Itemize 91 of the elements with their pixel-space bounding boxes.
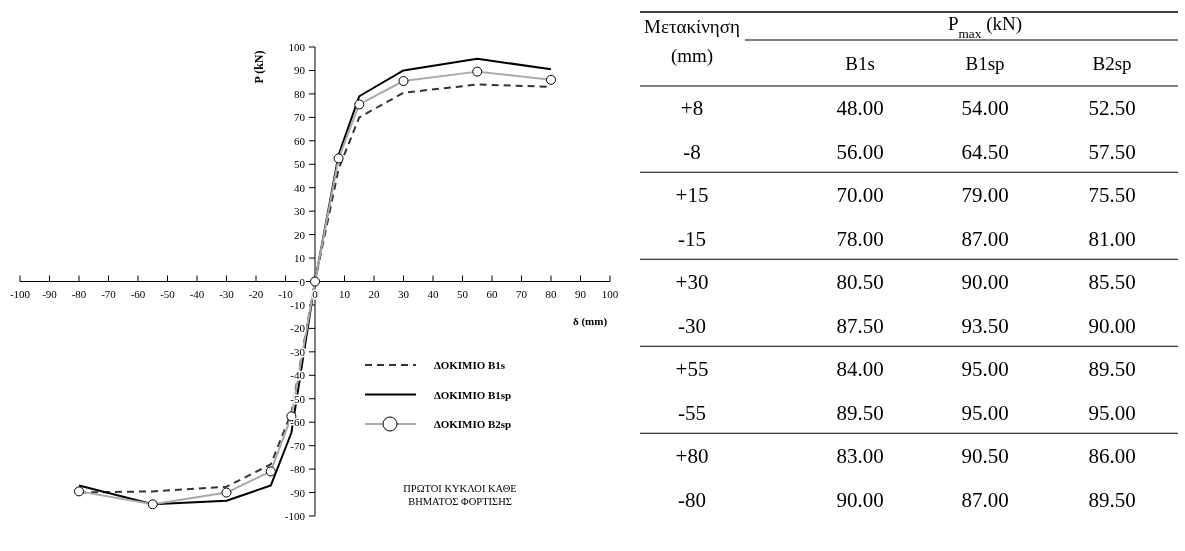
data-label: 90.00 — [836, 487, 884, 512]
category-label: +8 — [680, 96, 704, 120]
x-tick-label: -30 — [219, 287, 235, 300]
x-axis-title: δ (mm) — [572, 314, 608, 328]
x-tick-label: 20 — [368, 287, 380, 300]
data-label: 52.50 — [1088, 96, 1136, 120]
data-label: 87.00 — [961, 487, 1009, 512]
data-label: 84.00 — [836, 357, 884, 381]
data-label: 54.00 — [961, 96, 1009, 120]
legend-label: ΔΟΚΙΜΙΟ B1sp — [434, 388, 512, 401]
data-label: 83.00 — [836, 444, 884, 468]
data-label: 70.00 — [836, 183, 884, 207]
x-tick-label: -80 — [71, 287, 87, 300]
y-tick-label: 30 — [294, 205, 306, 218]
data-label: 64.50 — [961, 139, 1009, 164]
data-label: 90.50 — [961, 444, 1009, 468]
y-tick-label: 100 — [288, 41, 306, 53]
category-label: +55 — [675, 357, 709, 381]
text: B1s — [845, 53, 875, 74]
legend-label: ΔΟΚΙΜΙΟ B1s — [434, 359, 506, 371]
data-label: 90.00 — [1088, 313, 1136, 338]
y-tick-label: 0 — [299, 275, 306, 288]
y-axis-title: P (kN) — [252, 50, 266, 84]
category-label: -55 — [678, 400, 706, 425]
x-tick-label: 40 — [427, 287, 439, 300]
legend-label: ΔΟΚΙΜΙΟ B2sp — [434, 418, 512, 430]
x-tick-label: 80 — [545, 287, 557, 300]
point — [310, 276, 320, 287]
x-tick-label: 0 — [312, 287, 319, 300]
text: B2sp — [1092, 53, 1132, 74]
data-label: 87.50 — [836, 313, 884, 338]
text: Μετακίνηση (mm) — [644, 16, 740, 67]
x-tick-label: -40 — [189, 287, 205, 300]
x-tick-label: -60 — [130, 287, 146, 300]
data-label: 89.50 — [1088, 487, 1136, 512]
y-tick-label: -100 — [284, 510, 306, 522]
y-tick-label: 60 — [294, 134, 306, 147]
data-label: 81.00 — [1088, 226, 1136, 251]
category-label: -15 — [678, 226, 706, 251]
data-label: 75.50 — [1088, 183, 1136, 207]
data-label: 87.00 — [961, 226, 1009, 251]
y-tick-label: 80 — [294, 87, 306, 100]
category-label: +80 — [675, 444, 709, 468]
text: P$_{max}$ (kN) — [947, 13, 1023, 41]
category-label: +15 — [675, 183, 709, 207]
data-label: 80.50 — [836, 270, 884, 294]
y-tick-label: -20 — [290, 322, 306, 335]
y-tick-label: 10 — [294, 252, 306, 265]
x-tick-label: -20 — [248, 287, 264, 300]
x-tick-label: 10 — [339, 287, 351, 300]
y-tick-label: 70 — [294, 111, 306, 124]
data-label: 57.50 — [1088, 139, 1136, 164]
y-tick-label: 40 — [294, 181, 306, 194]
y-tick-label: -10 — [290, 298, 306, 311]
x-tick-label: 100 — [601, 287, 619, 300]
x-tick-label: 60 — [486, 287, 498, 300]
category-label: -80 — [678, 487, 706, 512]
y-tick-label: -80 — [290, 463, 306, 476]
data-label: 78.00 — [836, 226, 884, 251]
x-tick-label: -50 — [160, 287, 176, 300]
x-tick-label: -100 — [9, 287, 31, 300]
data-label: 90.00 — [961, 270, 1009, 294]
category-label: -30 — [678, 313, 706, 338]
point — [147, 499, 158, 510]
category-label: -8 — [683, 139, 701, 164]
y-tick-label: 20 — [294, 228, 306, 241]
x-tick-label: 70 — [516, 287, 528, 300]
data-label: 89.50 — [1088, 357, 1136, 381]
y-tick-label: 50 — [294, 158, 306, 171]
data-label: 85.50 — [1088, 270, 1136, 294]
data-label: 86.00 — [1088, 444, 1136, 468]
data-label: 95.00 — [961, 400, 1009, 425]
data-label: 79.00 — [961, 183, 1009, 207]
data-label: 89.50 — [836, 400, 884, 425]
y-tick-label: -70 — [290, 439, 306, 452]
x-tick-label: -70 — [101, 287, 117, 300]
y-tick-label: 90 — [294, 64, 306, 77]
data-label: 93.50 — [961, 313, 1009, 338]
category-label: +30 — [675, 270, 709, 294]
x-tick-label: 90 — [575, 287, 587, 300]
x-tick-label: -90 — [42, 287, 58, 300]
data-label: 95.00 — [961, 357, 1009, 381]
x-tick-label: 30 — [398, 287, 410, 300]
x-tick-label: 50 — [457, 287, 469, 300]
data-label: 48.00 — [836, 96, 884, 120]
data-label: 95.00 — [1088, 400, 1136, 425]
y-tick-label: -90 — [290, 486, 306, 499]
annotation: ΠΡΩΤΟΙ ΚΥΚΛΟΙ ΚΑΘΕ ΒΗΜΑΤΟΣ ΦΟΡΤΙΣΗΣ — [403, 483, 517, 507]
data-label: 56.00 — [836, 139, 884, 164]
x-tick-label: -10 — [278, 287, 294, 300]
text: B1sp — [965, 53, 1005, 74]
